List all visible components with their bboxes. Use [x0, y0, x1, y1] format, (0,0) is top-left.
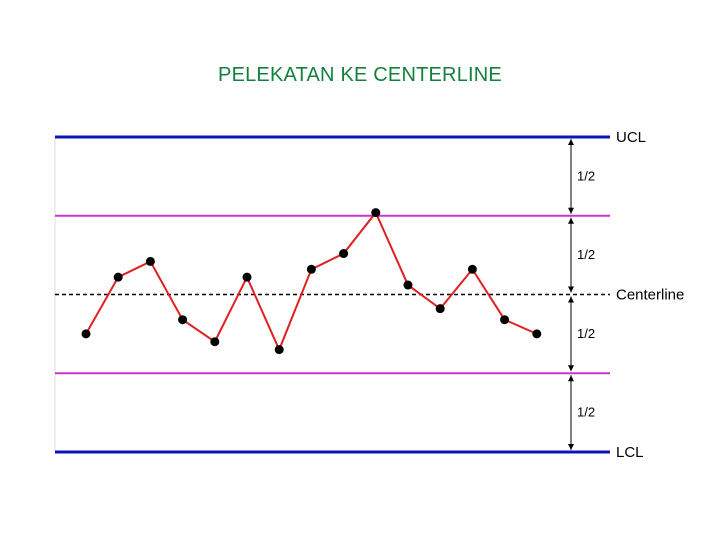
arrow-head-up: [568, 375, 574, 382]
arrow-head-down: [568, 365, 574, 372]
data-point: [500, 315, 510, 325]
half-label: 1/2: [577, 168, 595, 183]
arrow-head-up: [568, 217, 574, 224]
arrow-head-down: [568, 286, 574, 293]
lcl-label: LCL: [616, 444, 644, 461]
half-label: 1/2: [577, 326, 595, 341]
data-point: [145, 256, 155, 266]
half-label: 1/2: [577, 405, 595, 420]
arrow-head-down: [568, 207, 574, 214]
chart-title: PELEKATAN KE CENTERLINE: [218, 64, 502, 86]
arrow-head-up: [568, 296, 574, 303]
data-point: [403, 280, 413, 290]
ucl-label: UCL: [616, 129, 646, 146]
data-point: [435, 304, 445, 314]
data-point: [81, 329, 91, 339]
data-point: [210, 337, 220, 347]
arrow-head-down: [568, 444, 574, 450]
data-point: [113, 272, 123, 282]
data-point: [467, 264, 477, 274]
data-point: [274, 345, 284, 355]
half-label: 1/2: [577, 247, 595, 262]
data-point: [532, 329, 542, 339]
data-point: [178, 315, 188, 325]
data-point: [339, 249, 349, 259]
data-point: [242, 272, 252, 282]
data-point: [306, 264, 316, 274]
center-label: Centerline: [616, 287, 684, 304]
arrow-head-up: [568, 139, 574, 145]
data-point: [371, 208, 381, 218]
series-line: [85, 210, 538, 353]
